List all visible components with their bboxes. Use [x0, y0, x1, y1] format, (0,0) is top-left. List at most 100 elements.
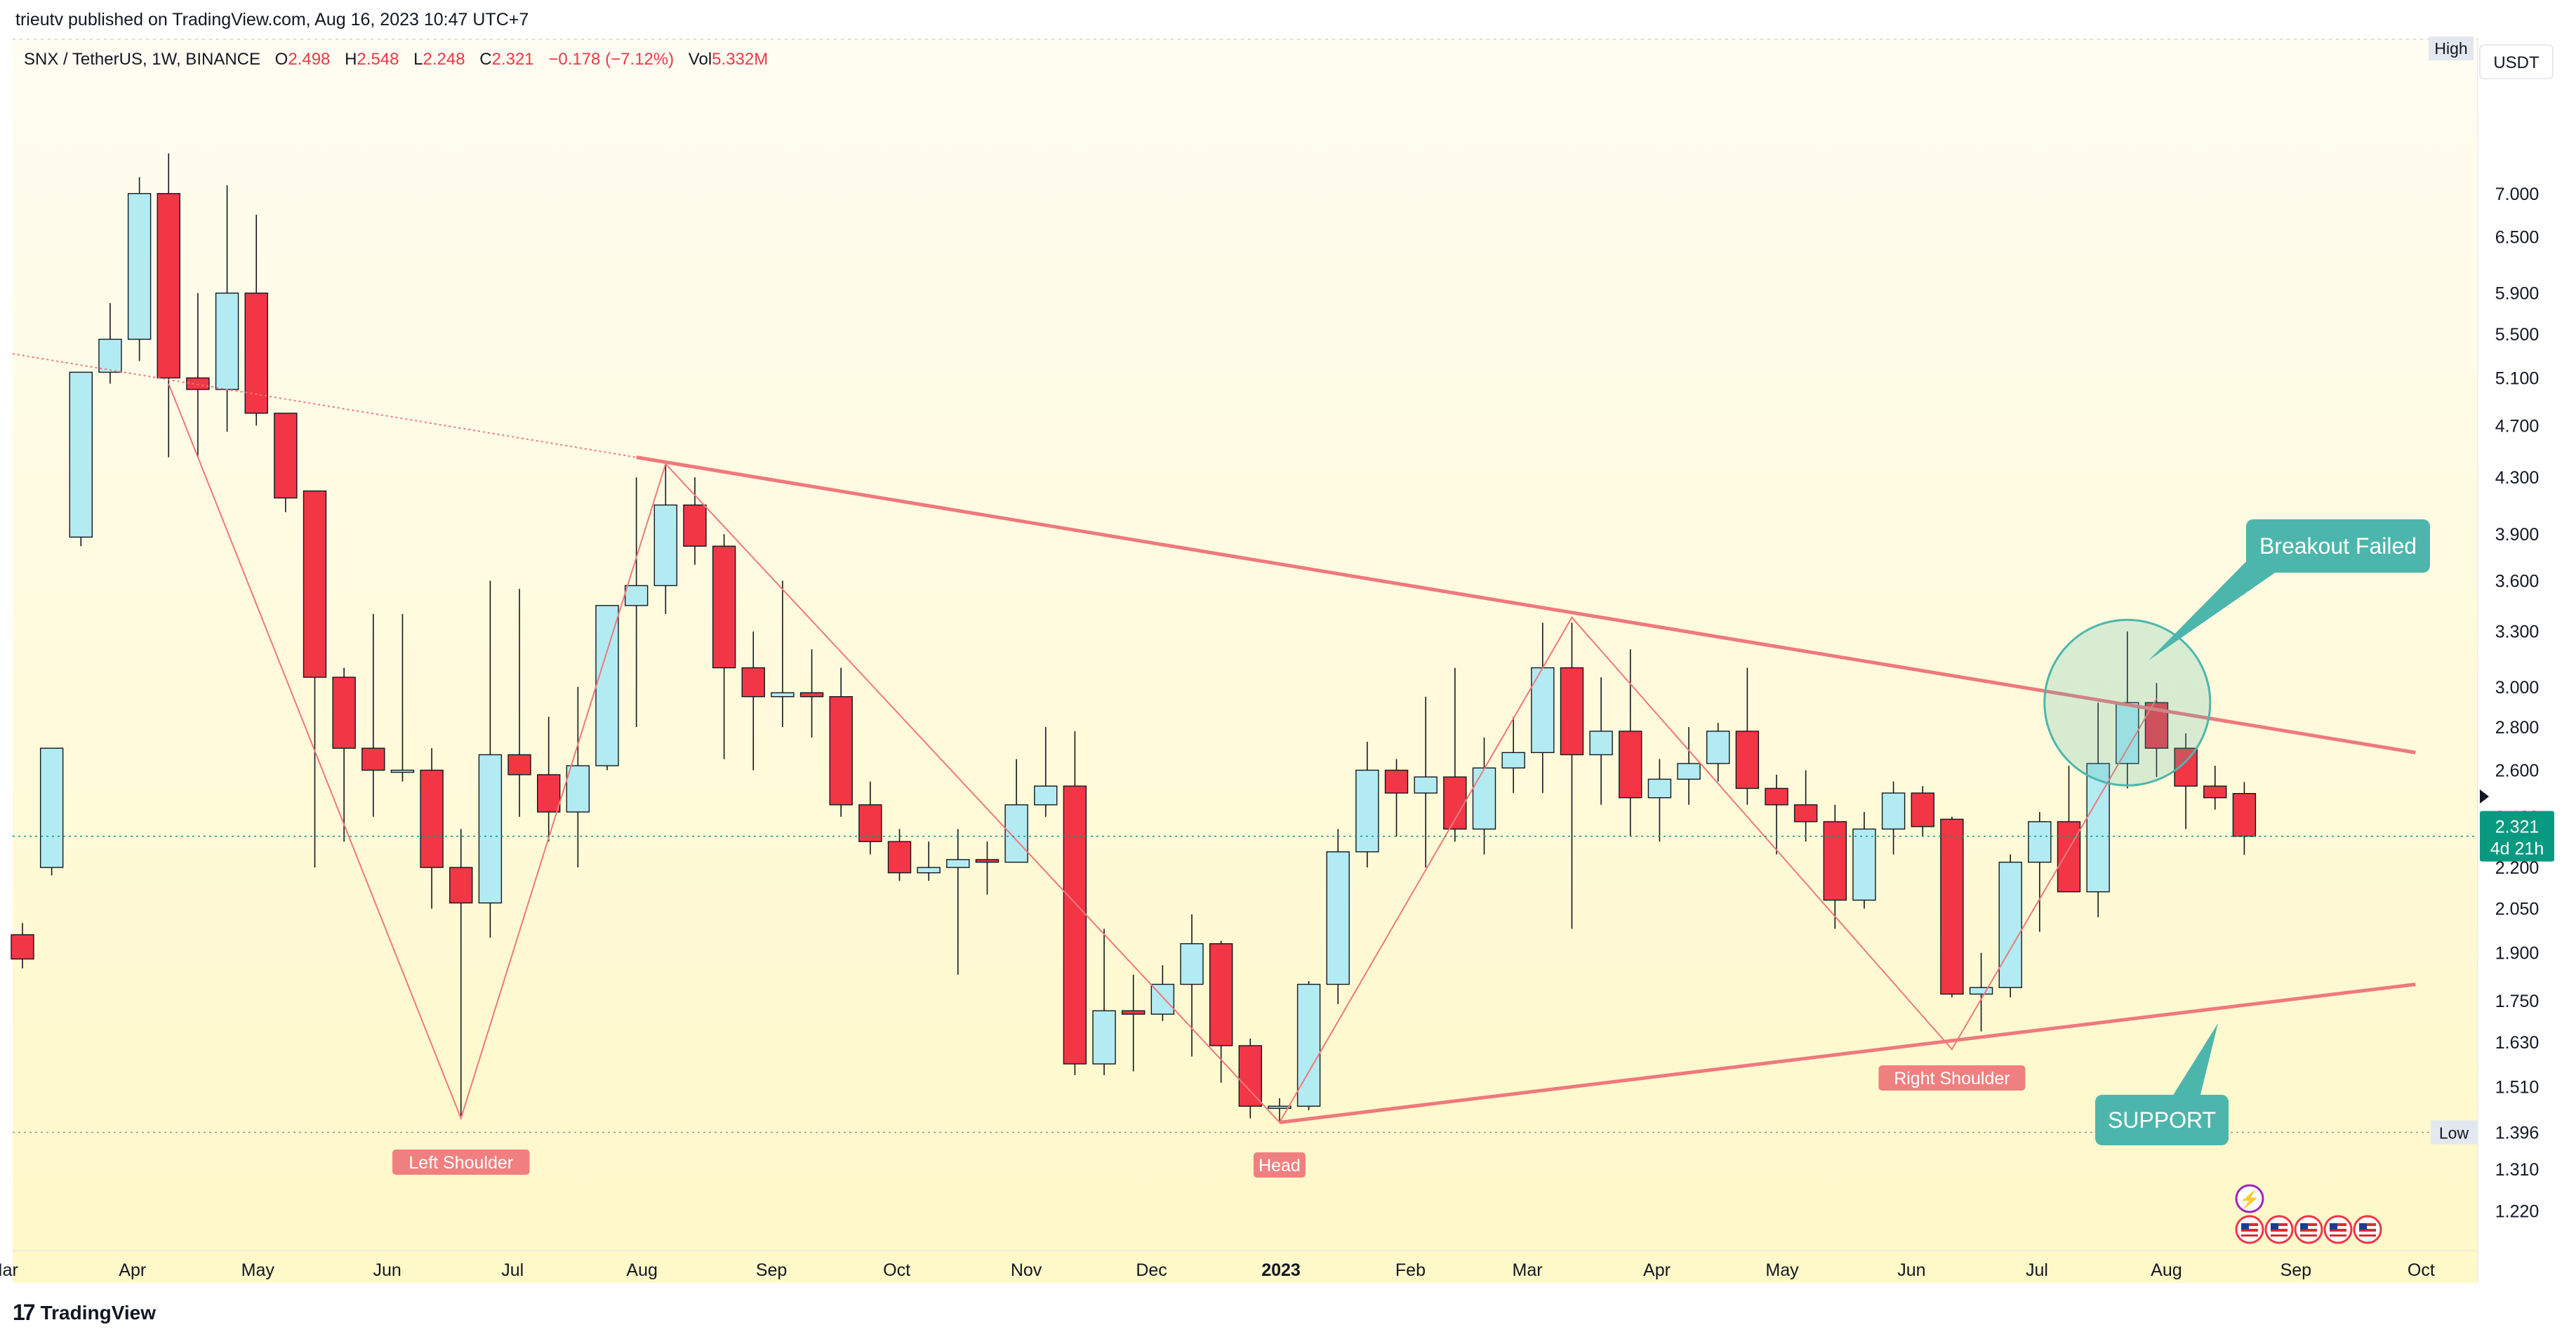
candle	[566, 686, 590, 868]
candle-body	[653, 504, 677, 587]
candle	[2057, 766, 2081, 893]
candle	[683, 477, 707, 565]
time-tick-label: Jun	[373, 1260, 401, 1280]
chart-header: trieutv published on TradingView.com, Au…	[0, 0, 2576, 42]
candle-body	[1911, 792, 1934, 827]
right-shoulder-label-box	[1878, 1065, 2026, 1091]
high-value: 2.548	[357, 50, 399, 69]
low-value: 2.248	[423, 50, 465, 69]
time-tick-label: Apr	[119, 1260, 146, 1280]
candle	[303, 490, 327, 868]
candle	[771, 580, 795, 728]
candle	[1121, 974, 1146, 1072]
price-tick-label: 1.220	[2495, 1201, 2540, 1221]
candle-body	[771, 692, 795, 698]
candle	[1004, 759, 1028, 863]
candle	[975, 841, 1000, 895]
time-tick-label: Sep	[2280, 1260, 2311, 1280]
candle-body	[361, 747, 385, 771]
candle-body	[2116, 702, 2139, 764]
candle-body	[1326, 851, 1350, 985]
us-flag-icon-3[interactable]	[2294, 1215, 2323, 1244]
candle-body	[1677, 763, 1701, 780]
candle-body	[478, 754, 503, 904]
candle-body	[1969, 987, 1993, 995]
candle	[1735, 667, 1760, 805]
candle-body	[1647, 778, 1672, 799]
time-tick-label: Oct	[883, 1260, 910, 1280]
candle-body	[683, 504, 707, 547]
candle-body	[1823, 821, 1847, 901]
low-badge	[2431, 1120, 2477, 1145]
candle-body	[1619, 731, 1642, 799]
candle-body	[1180, 943, 1204, 985]
support-trendline	[1279, 982, 2416, 1124]
candle-body	[1765, 787, 1788, 806]
candle	[653, 464, 677, 614]
time-axis[interactable]: Mar Apr May Jun Jul Aug Sep Oct Nov Dec 2023 Feb Mar…	[0, 1260, 2435, 1280]
event-icons[interactable]: ⚡	[2235, 1184, 2382, 1244]
price-tick-label: 4.700	[2495, 416, 2540, 436]
candle	[274, 413, 298, 512]
candle-body	[1238, 1045, 1263, 1107]
candle-body	[1209, 943, 1233, 1046]
candle	[712, 534, 736, 759]
time-tick-label: Oct	[2408, 1260, 2435, 1280]
lightning-icon[interactable]	[2235, 1184, 2264, 1213]
candle	[799, 649, 824, 738]
candle	[1677, 727, 1701, 805]
candle	[1414, 696, 1438, 868]
candle-body	[1852, 828, 1876, 901]
candle-body	[1940, 818, 1964, 995]
time-tick-label: Jun	[1897, 1260, 1925, 1280]
candle-body	[1355, 769, 1379, 853]
candle-body	[975, 859, 1000, 863]
candle	[186, 293, 210, 458]
price-axis[interactable]: 7.000 6.500 5.900 5.500 5.100 4.700 4.300 3.900…	[2431, 185, 2554, 1221]
candle-body	[1472, 767, 1496, 830]
candle	[1998, 854, 2022, 998]
resistance-extension	[12, 353, 637, 458]
time-tick-label: Mar	[1513, 1260, 1543, 1280]
candle	[11, 923, 34, 968]
change-value: −0.178 (−7.12%)	[548, 50, 674, 69]
support-callout-tail	[2169, 1023, 2218, 1109]
candle	[1501, 717, 1525, 794]
candle-body	[712, 545, 736, 669]
volume-value: 5.332M	[712, 50, 768, 69]
price-tick-label: 5.500	[2495, 325, 2540, 345]
candle	[887, 829, 912, 881]
candle-body	[1881, 792, 1906, 830]
candle	[946, 829, 970, 975]
candle-body	[537, 774, 561, 813]
trendlines-layer	[12, 353, 2416, 1124]
candle-body	[1560, 667, 1584, 756]
candle-body	[858, 804, 882, 842]
time-tick-label: Jul	[501, 1260, 524, 1280]
candle-body	[566, 765, 590, 813]
us-flag-icon-2[interactable]	[2264, 1215, 2294, 1244]
price-tick-label: 6.500	[2495, 227, 2540, 247]
candle	[1326, 829, 1350, 1004]
price-axis-panel	[2478, 39, 2576, 1283]
time-tick-label: Sep	[756, 1260, 787, 1280]
scroll-right-arrow-icon[interactable]	[2480, 790, 2489, 804]
footer-brand[interactable]: 17 TradingView	[13, 1300, 156, 1326]
close-value: 2.321	[492, 50, 534, 69]
us-flag-icon-4[interactable]	[2323, 1215, 2353, 1244]
candle	[1852, 812, 1876, 909]
countdown-value: 4d 21h	[2490, 839, 2544, 859]
candle	[69, 371, 93, 547]
candle-body	[507, 754, 531, 775]
candle-body	[1793, 804, 1818, 822]
candle	[390, 613, 415, 782]
us-flag-icon-5[interactable]	[2353, 1215, 2382, 1244]
candle-body	[11, 934, 34, 960]
candle-body	[420, 769, 444, 868]
low-price-value: 1.396	[2495, 1123, 2540, 1143]
volume-label: Vol	[689, 50, 712, 69]
candle	[917, 841, 941, 881]
currency-box[interactable]	[2479, 44, 2554, 79]
us-flag-icon-1[interactable]	[2235, 1215, 2264, 1244]
